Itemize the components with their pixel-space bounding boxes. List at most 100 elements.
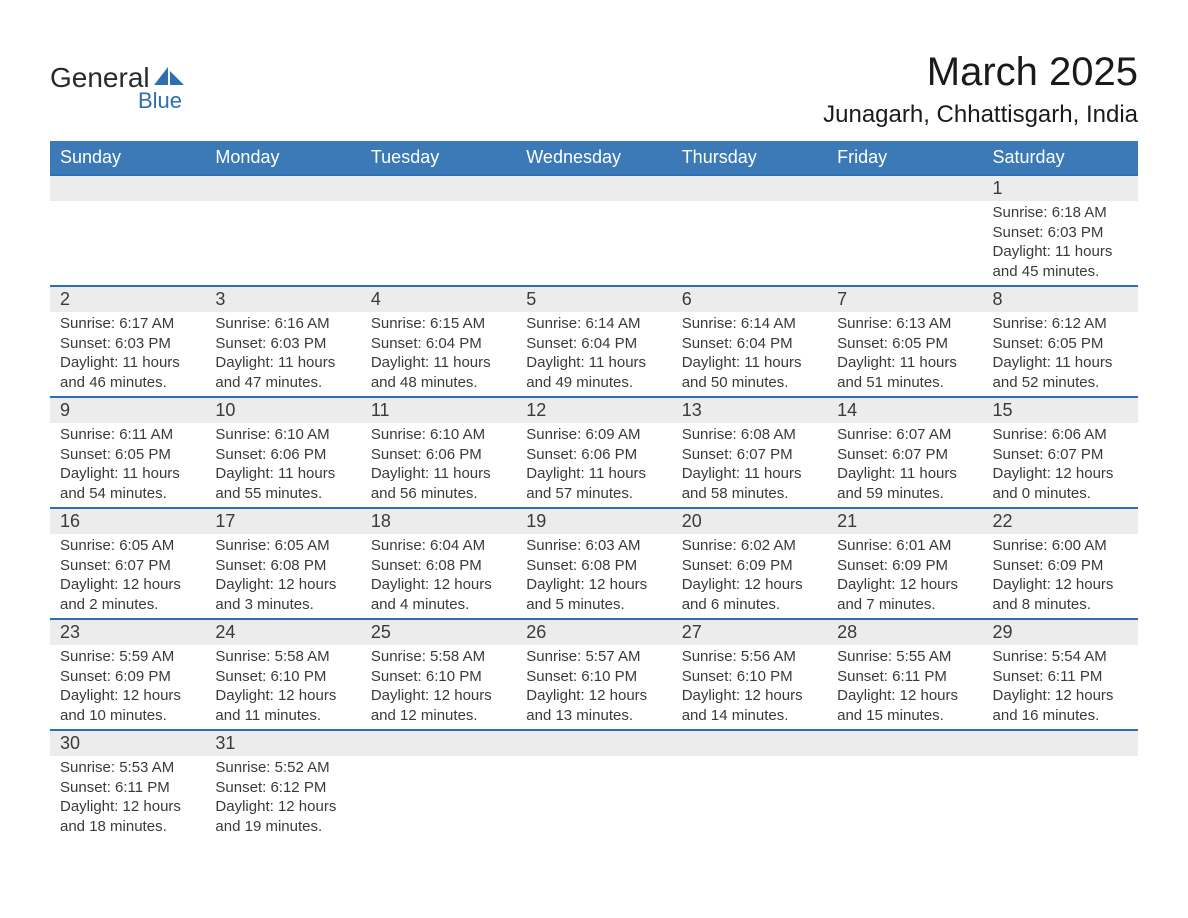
day-sr: Sunrise: 5:55 AM [837,647,972,667]
day-sr: Sunrise: 6:14 AM [682,314,817,334]
day-d2: and 13 minutes. [526,706,661,726]
day-ss: Sunset: 6:12 PM [215,778,350,798]
day-ss: Sunset: 6:03 PM [60,334,195,354]
day-d2: and 14 minutes. [682,706,817,726]
day-ss: Sunset: 6:11 PM [993,667,1128,687]
day-ss: Sunset: 6:09 PM [993,556,1128,576]
day-detail-cell [516,201,671,286]
day-d1: Daylight: 12 hours [215,575,350,595]
day-ss: Sunset: 6:03 PM [993,223,1128,243]
day-ss: Sunset: 6:05 PM [60,445,195,465]
day-detail-cell [516,756,671,840]
day-detail-cell: Sunrise: 5:58 AMSunset: 6:10 PMDaylight:… [361,645,516,730]
day-detail-cell: Sunrise: 6:02 AMSunset: 6:09 PMDaylight:… [672,534,827,619]
day-number-cell: 29 [983,619,1138,645]
day-d1: Daylight: 11 hours [526,353,661,373]
day-number-cell: 12 [516,397,671,423]
day-ss: Sunset: 6:06 PM [371,445,506,465]
day-detail-cell: Sunrise: 5:52 AMSunset: 6:12 PMDaylight:… [205,756,360,840]
day-number-cell [983,730,1138,756]
day-number-cell: 25 [361,619,516,645]
weekday-header-row: Sunday Monday Tuesday Wednesday Thursday… [50,141,1138,175]
day-number-cell: 27 [672,619,827,645]
day-d1: Daylight: 11 hours [837,353,972,373]
day-d2: and 12 minutes. [371,706,506,726]
day-sr: Sunrise: 6:11 AM [60,425,195,445]
day-ss: Sunset: 6:07 PM [682,445,817,465]
day-number-cell: 19 [516,508,671,534]
daynum-row: 23242526272829 [50,619,1138,645]
day-ss: Sunset: 6:05 PM [993,334,1128,354]
day-number-cell: 5 [516,286,671,312]
day-d1: Daylight: 12 hours [215,797,350,817]
day-d2: and 18 minutes. [60,817,195,837]
daynum-row: 3031 [50,730,1138,756]
day-detail-cell [50,201,205,286]
day-number-cell: 6 [672,286,827,312]
day-number-cell [827,175,982,201]
day-detail-cell: Sunrise: 5:58 AMSunset: 6:10 PMDaylight:… [205,645,360,730]
calendar-table: Sunday Monday Tuesday Wednesday Thursday… [50,141,1138,840]
day-ss: Sunset: 6:10 PM [526,667,661,687]
day-number-cell: 15 [983,397,1138,423]
day-detail-cell: Sunrise: 5:54 AMSunset: 6:11 PMDaylight:… [983,645,1138,730]
day-detail-cell: Sunrise: 5:56 AMSunset: 6:10 PMDaylight:… [672,645,827,730]
day-detail-cell: Sunrise: 6:15 AMSunset: 6:04 PMDaylight:… [361,312,516,397]
day-d2: and 15 minutes. [837,706,972,726]
day-d2: and 47 minutes. [215,373,350,393]
detail-row: Sunrise: 5:53 AMSunset: 6:11 PMDaylight:… [50,756,1138,840]
day-number-cell: 9 [50,397,205,423]
day-detail-cell [827,201,982,286]
day-detail-cell: Sunrise: 6:04 AMSunset: 6:08 PMDaylight:… [361,534,516,619]
day-d2: and 6 minutes. [682,595,817,615]
day-number-cell [516,730,671,756]
day-d2: and 52 minutes. [993,373,1128,393]
day-sr: Sunrise: 6:08 AM [682,425,817,445]
day-d2: and 5 minutes. [526,595,661,615]
day-d2: and 48 minutes. [371,373,506,393]
day-sr: Sunrise: 6:05 AM [60,536,195,556]
day-number-cell [672,730,827,756]
day-d1: Daylight: 12 hours [60,797,195,817]
day-number-cell: 20 [672,508,827,534]
day-d2: and 51 minutes. [837,373,972,393]
day-ss: Sunset: 6:04 PM [526,334,661,354]
day-sr: Sunrise: 6:10 AM [371,425,506,445]
day-d1: Daylight: 12 hours [60,686,195,706]
day-ss: Sunset: 6:10 PM [215,667,350,687]
day-number-cell: 11 [361,397,516,423]
title-block: March 2025 Junagarh, Chhattisgarh, India [823,50,1138,129]
day-detail-cell: Sunrise: 6:09 AMSunset: 6:06 PMDaylight:… [516,423,671,508]
day-d1: Daylight: 12 hours [215,686,350,706]
day-detail-cell [983,756,1138,840]
day-sr: Sunrise: 6:02 AM [682,536,817,556]
day-ss: Sunset: 6:11 PM [837,667,972,687]
day-ss: Sunset: 6:04 PM [371,334,506,354]
col-friday: Friday [827,141,982,175]
day-d1: Daylight: 12 hours [993,575,1128,595]
day-sr: Sunrise: 6:15 AM [371,314,506,334]
day-d2: and 58 minutes. [682,484,817,504]
day-d1: Daylight: 11 hours [60,464,195,484]
day-ss: Sunset: 6:04 PM [682,334,817,354]
day-number-cell [205,175,360,201]
day-d1: Daylight: 11 hours [371,353,506,373]
detail-row: Sunrise: 6:11 AMSunset: 6:05 PMDaylight:… [50,423,1138,508]
day-ss: Sunset: 6:08 PM [371,556,506,576]
day-detail-cell: Sunrise: 6:14 AMSunset: 6:04 PMDaylight:… [516,312,671,397]
day-detail-cell: Sunrise: 5:53 AMSunset: 6:11 PMDaylight:… [50,756,205,840]
day-sr: Sunrise: 5:56 AM [682,647,817,667]
day-ss: Sunset: 6:10 PM [371,667,506,687]
day-d1: Daylight: 12 hours [371,686,506,706]
day-number-cell [50,175,205,201]
brand-blue: Blue [138,88,184,114]
day-d1: Daylight: 12 hours [993,464,1128,484]
day-detail-cell [361,201,516,286]
day-detail-cell: Sunrise: 6:00 AMSunset: 6:09 PMDaylight:… [983,534,1138,619]
day-d2: and 4 minutes. [371,595,506,615]
daynum-row: 16171819202122 [50,508,1138,534]
day-number-cell: 7 [827,286,982,312]
day-detail-cell: Sunrise: 6:01 AMSunset: 6:09 PMDaylight:… [827,534,982,619]
day-d2: and 55 minutes. [215,484,350,504]
detail-row: Sunrise: 6:05 AMSunset: 6:07 PMDaylight:… [50,534,1138,619]
